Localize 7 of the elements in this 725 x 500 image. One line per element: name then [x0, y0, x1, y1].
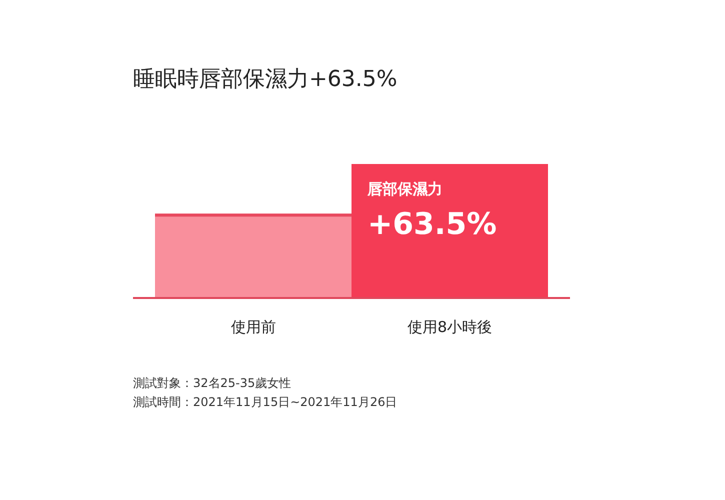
- x-tick-label: 使用8小時後: [407, 318, 492, 336]
- annotation: 唇部保濕力: [366, 180, 442, 198]
- x-tick-label: 使用前: [230, 318, 276, 336]
- text: 測試時間：2021年11月15日~2021年11月26日: [133, 395, 398, 409]
- text: 測試對象：32名25-35歲女性: [133, 376, 292, 390]
- chart-title: 睡眠時唇部保濕力+63.5%: [133, 67, 398, 92]
- annotation: +63.5%: [368, 207, 497, 242]
